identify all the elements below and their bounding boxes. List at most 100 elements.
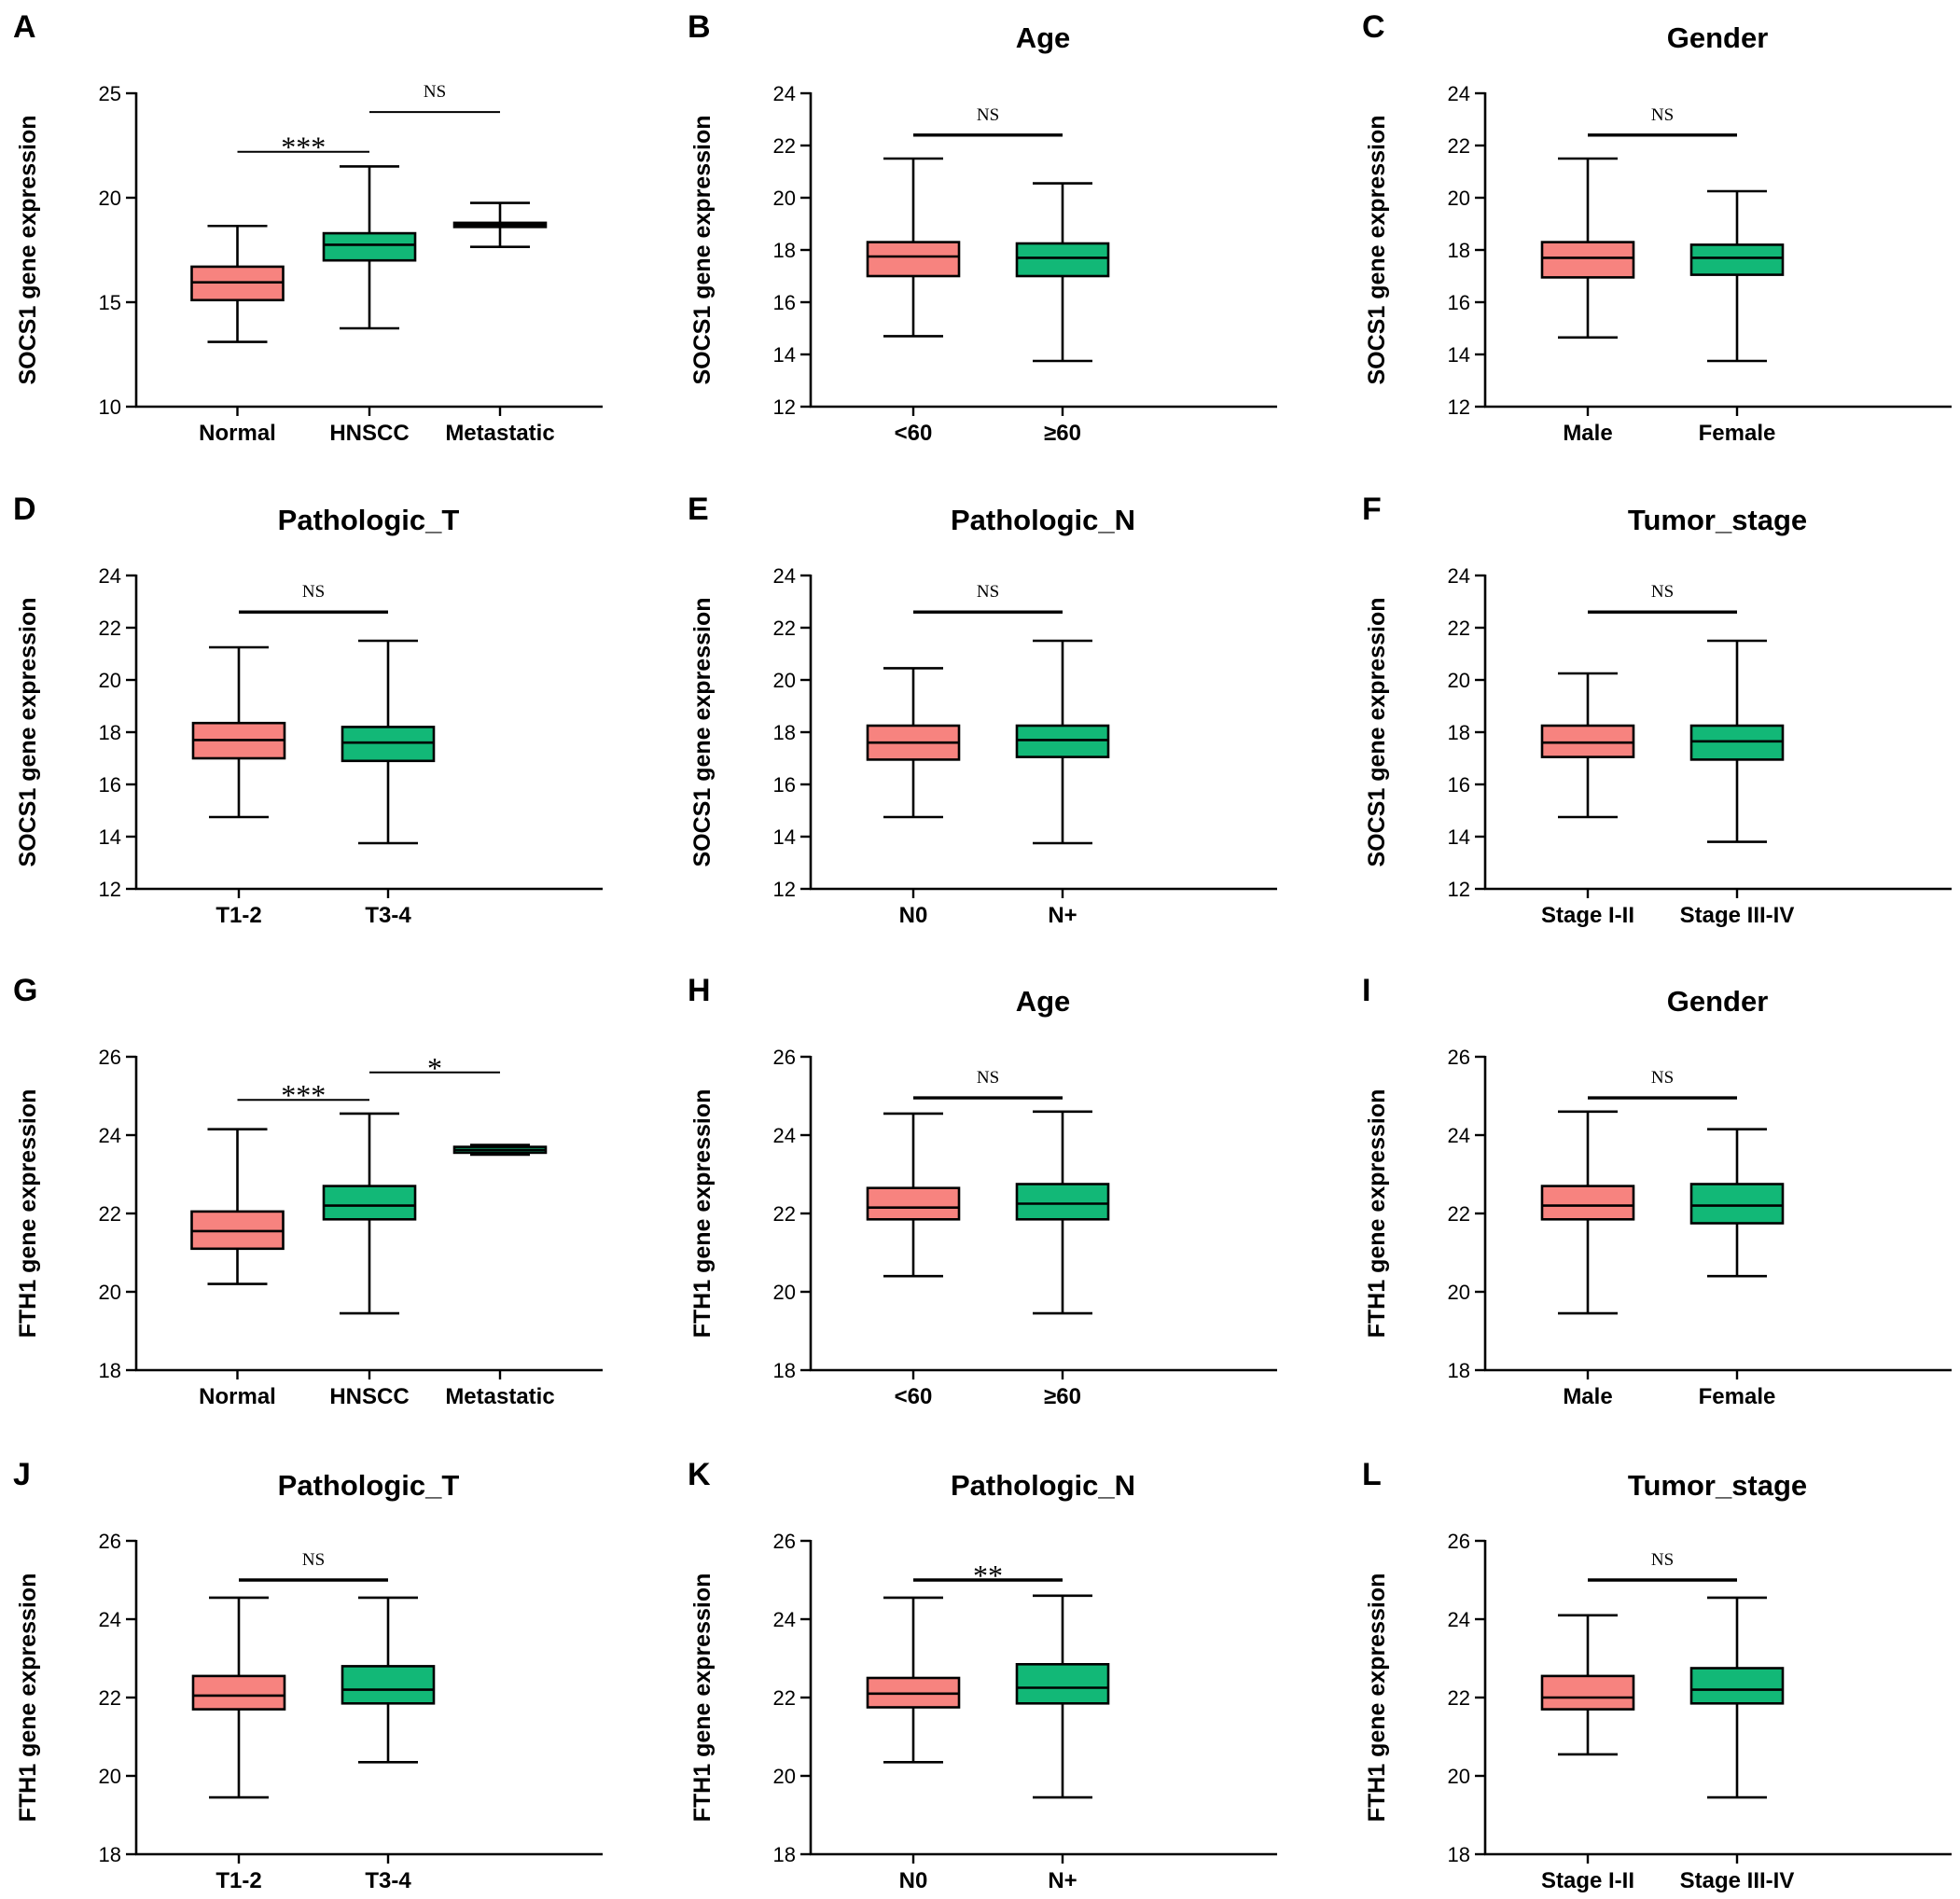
panel-g: G FTH1 gene expression 18 20 22 24 26 Normal HNS… xyxy=(13,973,603,1409)
y-axis-label: FTH1 gene expression xyxy=(689,1089,716,1338)
y-tick-label: 22 xyxy=(1448,617,1470,640)
y-tick-label: 20 xyxy=(773,669,796,692)
box-iqr xyxy=(341,1665,436,1705)
y-tick-label: 18 xyxy=(1448,1843,1470,1866)
box-t1-2 xyxy=(191,645,286,819)
box-n0 xyxy=(866,1596,961,1764)
significance-label: NS xyxy=(977,1068,999,1088)
box-iqr xyxy=(1015,1663,1110,1705)
panel-k: K Pathologic_N FTH1 gene expression 18 20 22 2… xyxy=(688,1457,1277,1893)
box-iqr xyxy=(1015,1183,1110,1221)
box-iqr xyxy=(322,1185,417,1221)
panel-letter: A xyxy=(13,9,36,45)
box-normal xyxy=(190,1128,285,1285)
x-tick-label: ≥60 xyxy=(1044,1384,1081,1409)
x-tick-label: Metastatic xyxy=(445,421,554,446)
box-n xyxy=(1015,1594,1110,1799)
y-tick-label: 22 xyxy=(1448,134,1470,158)
y-tick-label: 24 xyxy=(773,1608,796,1631)
box-60 xyxy=(1015,1110,1110,1315)
y-tick-label: 14 xyxy=(1448,825,1470,849)
panel-letter: B xyxy=(688,9,711,45)
panel-i: I Gender FTH1 gene expression 18 20 22 24 26 Mal… xyxy=(1362,973,1952,1409)
box-iqr xyxy=(1015,724,1110,758)
y-tick-label: 24 xyxy=(773,1124,796,1147)
box-iqr xyxy=(1689,1183,1785,1225)
x-tick-label: <60 xyxy=(895,1384,933,1409)
y-tick-label: 24 xyxy=(773,564,796,588)
y-tick-label: 20 xyxy=(99,1281,121,1304)
y-tick-label: 26 xyxy=(99,1046,121,1069)
y-tick-label: 20 xyxy=(1448,1281,1470,1304)
y-axis-label: SOCS1 gene expression xyxy=(689,115,716,384)
y-tick-label: 10 xyxy=(99,395,121,419)
significance-label: NS xyxy=(1651,105,1674,125)
significance-label: NS xyxy=(424,82,446,102)
y-tick-label: 22 xyxy=(773,134,796,158)
x-tick-label: N+ xyxy=(1048,1868,1077,1893)
y-tick-label: 16 xyxy=(1448,291,1470,314)
box-iqr xyxy=(191,1674,286,1711)
panel-letter: K xyxy=(688,1457,711,1492)
y-tick-label: 12 xyxy=(773,395,796,419)
y-tick-label: 20 xyxy=(99,669,121,692)
x-tick-label: Stage I-II xyxy=(1541,903,1634,928)
panel-title: Tumor_stage xyxy=(1628,504,1807,536)
significance-label: NS xyxy=(977,105,999,125)
box-n0 xyxy=(866,667,961,819)
y-tick-label: 24 xyxy=(99,1608,121,1631)
y-tick-label: 22 xyxy=(1448,1202,1470,1226)
y-tick-label: 22 xyxy=(99,1202,121,1226)
panel-title: Gender xyxy=(1667,21,1769,54)
box-stage-i-ii xyxy=(1540,1614,1635,1756)
x-tick-label: T3-4 xyxy=(365,903,411,928)
box-iqr xyxy=(1689,724,1785,761)
panel-a: A SOCS1 gene expression 10 15 20 25 Normal HNSC… xyxy=(13,9,603,446)
box-iqr xyxy=(866,241,961,278)
box-60 xyxy=(1015,182,1110,363)
y-tick-label: 20 xyxy=(773,187,796,210)
y-axis-label: SOCS1 gene expression xyxy=(1364,597,1390,866)
y-tick-label: 18 xyxy=(99,1843,121,1866)
y-tick-label: 12 xyxy=(99,878,121,901)
box-male xyxy=(1540,157,1635,340)
y-tick-label: 24 xyxy=(1448,1608,1470,1631)
box-iqr xyxy=(1689,243,1785,276)
y-tick-label: 18 xyxy=(99,1359,121,1382)
y-tick-label: 16 xyxy=(1448,773,1470,797)
panel-title: Pathologic_N xyxy=(951,504,1135,536)
box-60 xyxy=(866,157,961,338)
y-tick-label: 22 xyxy=(773,617,796,640)
y-tick-label: 14 xyxy=(773,825,796,849)
panel-letter: J xyxy=(13,1457,31,1492)
x-tick-label: T1-2 xyxy=(215,903,261,928)
x-tick-label: N+ xyxy=(1048,903,1077,928)
panel-letter: D xyxy=(13,492,36,527)
y-tick-label: 12 xyxy=(773,878,796,901)
x-tick-label: Female xyxy=(1699,421,1776,446)
x-tick-label: Stage I-II xyxy=(1541,1868,1634,1893)
y-tick-label: 12 xyxy=(1448,395,1470,419)
y-axis-label: FTH1 gene expression xyxy=(1364,1089,1390,1338)
y-tick-label: 22 xyxy=(1448,1686,1470,1710)
box-metastatic xyxy=(452,201,548,248)
box-iqr xyxy=(1540,1674,1635,1711)
panel-letter: E xyxy=(688,492,709,527)
y-tick-label: 20 xyxy=(1448,187,1470,210)
y-tick-label: 16 xyxy=(773,291,796,314)
y-tick-label: 16 xyxy=(99,773,121,797)
y-tick-label: 25 xyxy=(99,82,121,105)
y-tick-label: 15 xyxy=(99,291,121,314)
y-tick-label: 18 xyxy=(99,721,121,744)
y-tick-label: 12 xyxy=(1448,878,1470,901)
panel-b: B Age SOCS1 gene expression 12 14 16 18 20 22 24 <… xyxy=(688,9,1277,446)
y-tick-label: 24 xyxy=(773,82,796,105)
y-axis-label: FTH1 gene expression xyxy=(1364,1573,1390,1823)
box-female xyxy=(1689,189,1785,363)
box-hnscc xyxy=(322,165,417,330)
y-axis-label: SOCS1 gene expression xyxy=(15,597,41,866)
box-male xyxy=(1540,1110,1635,1315)
y-tick-label: 18 xyxy=(1448,1359,1470,1382)
box-iqr xyxy=(1689,1667,1785,1705)
